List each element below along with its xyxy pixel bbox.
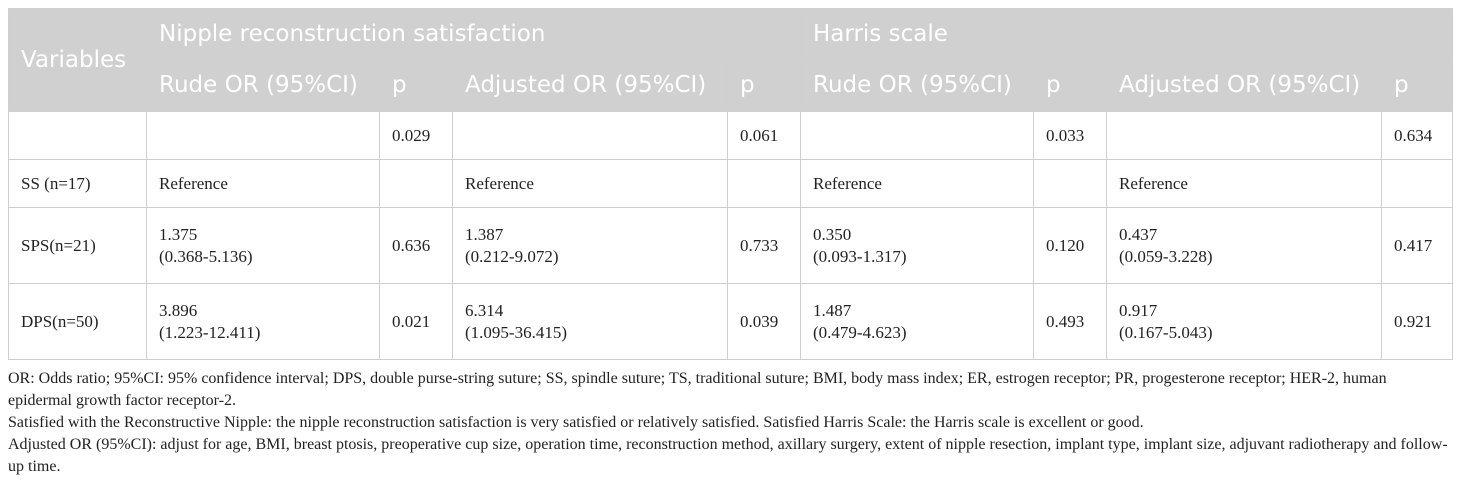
- or-value: 1.487: [813, 300, 852, 320]
- header-nipple-satisfaction: Nipple reconstruction satisfaction: [145, 8, 802, 59]
- ci-value: (0.212-9.072): [465, 246, 559, 266]
- or-cell: 0.917 (0.167-5.043): [1106, 283, 1383, 360]
- p-value: [379, 159, 453, 208]
- header-harris-scale: Harris scale: [800, 8, 1454, 59]
- p-value: 0.493: [1033, 283, 1108, 360]
- table-row: 0.029 0.061 0.033 0.634: [8, 111, 1454, 160]
- table-row: SPS(n=21) 1.375 (0.368-5.136) 0.636 1.387…: [8, 207, 1454, 284]
- p-value: 0.417: [1381, 207, 1454, 284]
- subheader-cell: Rude OR (95%CI): [146, 58, 380, 112]
- or-cell: 0.350 (0.093-1.317): [800, 207, 1035, 284]
- results-table: Variables Nipple reconstruction satisfac…: [8, 8, 1454, 360]
- footnote-abbreviations: OR: Odds ratio; 95%CI: 95% confidence in…: [8, 370, 1387, 409]
- footnote-adjustment: Adjusted OR (95%CI): adjust for age, BMI…: [8, 436, 1448, 475]
- or-cell: Reference: [452, 159, 728, 208]
- or-cell: 1.387 (0.212-9.072): [452, 207, 728, 284]
- p-value: 0.634: [1381, 111, 1454, 160]
- subheader-cell: p: [1381, 58, 1454, 112]
- ci-value: (0.368-5.136): [159, 246, 253, 266]
- or-cell: [452, 111, 728, 160]
- ci-value: (0.479-4.623): [813, 322, 907, 342]
- or-value: 1.387: [465, 224, 504, 244]
- ci-value: (1.223-12.411): [159, 322, 261, 342]
- p-value: 0.021: [379, 283, 453, 360]
- or-cell: [146, 111, 380, 160]
- or-cell: Reference: [146, 159, 380, 208]
- row-label: SPS(n=21): [8, 207, 147, 284]
- or-value: 0.350: [813, 224, 852, 244]
- subheader-cell: Rude OR (95%CI): [800, 58, 1035, 112]
- or-value: 1.375: [159, 224, 198, 244]
- or-cell: Reference: [1106, 159, 1383, 208]
- row-label: SS (n=17): [8, 159, 147, 208]
- or-cell: Reference: [800, 159, 1035, 208]
- or-cell: 3.896 (1.223-12.411): [146, 283, 380, 360]
- subheader-cell: p: [1033, 58, 1108, 112]
- or-cell: 6.314 (1.095-36.415): [452, 283, 728, 360]
- p-value: 0.039: [726, 283, 802, 360]
- p-value: 0.733: [726, 207, 802, 284]
- p-value: 0.029: [379, 111, 453, 160]
- or-value: 6.314: [465, 300, 504, 320]
- ci-value: (0.167-5.043): [1119, 322, 1213, 342]
- p-value: 0.033: [1033, 111, 1108, 160]
- p-value: [1033, 159, 1108, 208]
- ci-value: (0.093-1.317): [813, 246, 907, 266]
- p-value: 0.921: [1381, 283, 1454, 360]
- ci-value: (1.095-36.415): [465, 322, 567, 342]
- table-row: DPS(n=50) 3.896 (1.223-12.411) 0.021 6.31…: [8, 283, 1454, 360]
- table-footnotes: OR: Odds ratio; 95%CI: 95% confidence in…: [8, 368, 1454, 478]
- or-cell: 0.437 (0.059-3.228): [1106, 207, 1383, 284]
- footnote-satisfaction-definition: Satisfied with the Reconstructive Nipple…: [8, 414, 1144, 431]
- p-value: [726, 159, 802, 208]
- header-variables: Variables: [8, 8, 147, 112]
- subheader-cell: p: [379, 58, 453, 112]
- subheader-cell: p: [726, 58, 802, 112]
- subheader-cell: Adjusted OR (95%CI): [1106, 58, 1383, 112]
- row-label: DPS(n=50): [8, 283, 147, 360]
- or-cell: [800, 111, 1035, 160]
- row-label: [8, 111, 147, 160]
- p-value: 0.120: [1033, 207, 1108, 284]
- table-row: SS (n=17) Reference Reference Reference …: [8, 159, 1454, 208]
- or-value: 3.896: [159, 300, 198, 320]
- or-cell: 1.487 (0.479-4.623): [800, 283, 1035, 360]
- or-cell: [1106, 111, 1383, 160]
- p-value: 0.636: [379, 207, 453, 284]
- or-value: 0.917: [1119, 300, 1158, 320]
- or-cell: 1.375 (0.368-5.136): [146, 207, 380, 284]
- ci-value: (0.059-3.228): [1119, 246, 1213, 266]
- or-value: 0.437: [1119, 224, 1158, 244]
- p-value: 0.061: [726, 111, 802, 160]
- p-value: [1381, 159, 1454, 208]
- subheader-cell: Adjusted OR (95%CI): [452, 58, 728, 112]
